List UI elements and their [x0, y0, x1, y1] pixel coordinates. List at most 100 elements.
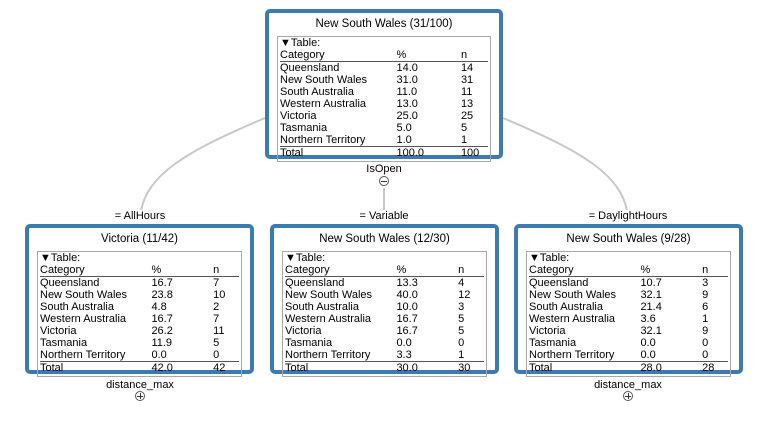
- cell-category: Western Australia: [40, 313, 127, 325]
- header-percent: %: [151, 264, 214, 277]
- table-row: Northern Territory 3.3 1: [285, 349, 484, 362]
- split-variable-label: IsOpen: [354, 163, 414, 176]
- cell-n: 0: [458, 337, 465, 349]
- cell-n: 10: [213, 289, 226, 301]
- child-node-daylighthours[interactable]: New South Wales (9/28) ▼Table: Category …: [514, 224, 743, 377]
- cell-total-percent: 28.0: [640, 361, 703, 374]
- cell-total-percent: 30.0: [396, 361, 459, 374]
- table-row: Western Australia 16.7 5: [285, 313, 484, 325]
- cell-n: 7: [213, 277, 220, 289]
- cell-n: 5: [460, 122, 468, 134]
- node-title: New South Wales (12/30): [319, 233, 450, 245]
- category-table: Category % n Queensland 14.0 14 New South …: [280, 49, 488, 159]
- table-row: Western Australia 16.7 7: [40, 313, 239, 325]
- cell-category: Western Australia: [285, 313, 372, 325]
- table-row: Western Australia 13.0 13: [280, 98, 488, 110]
- cell-percent: 25.0: [396, 110, 418, 122]
- root-node[interactable]: New South Wales (31/100) ▼Table: Categor…: [265, 9, 503, 162]
- cell-category: New South Wales: [529, 289, 617, 301]
- cell-category: New South Wales: [40, 289, 128, 301]
- cell-percent: 3.6: [640, 313, 656, 325]
- table-row: New South Wales 31.0 31: [280, 74, 488, 86]
- node-title: New South Wales (31/100): [315, 18, 453, 30]
- cell-percent: 16.7: [151, 313, 173, 325]
- cell-percent: 0.0: [151, 349, 167, 361]
- cell-percent: 0.0: [640, 349, 656, 361]
- table-toggle[interactable]: ▼Table:: [529, 252, 570, 264]
- cell-category: South Australia: [280, 86, 354, 98]
- node-title: New South Wales (9/28): [566, 233, 691, 245]
- header-n: n: [460, 49, 488, 62]
- cell-n: 5: [458, 325, 465, 337]
- child-node-allhours[interactable]: Victoria (11/42) ▼Table: Category % n Qu…: [25, 224, 254, 377]
- table-row: South Australia 4.8 2: [40, 301, 239, 313]
- table-toggle[interactable]: ▼Table:: [285, 252, 326, 264]
- cell-n: 12: [458, 289, 471, 301]
- header-category: Category: [280, 49, 397, 62]
- header-n: n: [213, 264, 239, 277]
- cell-percent: 16.7: [151, 277, 173, 289]
- table-row: New South Wales 40.0 12: [285, 289, 484, 301]
- table-row: Victoria 26.2 11: [40, 325, 239, 337]
- cell-total-n: 42: [213, 361, 239, 374]
- cell-n: 1: [458, 349, 465, 361]
- cell-total-n: 28: [702, 361, 728, 374]
- cell-n: 11: [213, 325, 225, 337]
- table-header-row: Category % n: [280, 49, 488, 62]
- edge-daylighthours: [502, 117, 629, 223]
- cell-n: 6: [702, 301, 709, 313]
- table-row: Northern Territory 1.0 1: [280, 134, 488, 147]
- header-category: Category: [40, 264, 152, 277]
- cell-category: Queensland: [285, 277, 345, 289]
- cell-n: 9: [702, 289, 709, 301]
- header-category: Category: [285, 264, 397, 277]
- cell-total-n: 100: [460, 146, 488, 159]
- table-row: Tasmania 11.9 5: [40, 337, 239, 349]
- table-row: South Australia 10.0 3: [285, 301, 484, 313]
- node-table: ▼Table: Category % n Queensland 16.7 7 New…: [37, 251, 242, 377]
- cell-percent: 40.0: [396, 289, 418, 301]
- cell-category: Victoria: [280, 110, 317, 122]
- category-table: Category % n Queensland 16.7 7 New South W…: [40, 264, 239, 374]
- child-node-variable[interactable]: New South Wales (12/30) ▼Table: Category…: [270, 224, 499, 377]
- cell-category: Northern Territory: [529, 349, 615, 361]
- table-header-row: Category % n: [529, 264, 728, 277]
- cell-category: Tasmania: [529, 337, 577, 349]
- edge-label-allhours: = AllHours: [90, 210, 190, 223]
- cell-percent: 10.7: [640, 277, 662, 289]
- cell-n: 13: [460, 98, 474, 110]
- table-toggle[interactable]: ▼Table:: [40, 252, 81, 264]
- expand-icon-daylighthours[interactable]: [623, 391, 633, 401]
- cell-total-label: Total: [529, 361, 641, 374]
- cell-percent: 11.9: [151, 337, 173, 349]
- cell-category: Queensland: [529, 277, 589, 289]
- collapse-icon[interactable]: [379, 176, 389, 186]
- expand-icon-allhours[interactable]: [135, 391, 145, 401]
- split-variable-label-allhours: distance_max: [90, 379, 190, 392]
- header-n: n: [458, 264, 484, 277]
- cell-percent: 0.0: [640, 337, 656, 349]
- cell-n: 31: [460, 74, 474, 86]
- cell-category: Northern Territory: [280, 134, 366, 146]
- cell-percent: 13.0: [396, 98, 418, 110]
- table-row: Western Australia 3.6 1: [529, 313, 728, 325]
- node-table: ▼Table: Category % n Queensland 10.7 3 New…: [526, 251, 731, 377]
- table-row: Queensland 10.7 3: [529, 277, 728, 290]
- table-toggle[interactable]: ▼Table:: [280, 37, 321, 49]
- cell-category: New South Wales: [285, 289, 373, 301]
- cell-percent: 3.3: [396, 349, 412, 361]
- table-total-row: Total 28.0 28: [529, 361, 728, 374]
- cell-category: Queensland: [40, 277, 100, 289]
- table-header-row: Category % n: [40, 264, 239, 277]
- table-row: Tasmania 0.0 0: [285, 337, 484, 349]
- header-n: n: [702, 264, 728, 277]
- cell-n: 5: [458, 313, 465, 325]
- header-percent: %: [640, 264, 703, 277]
- cell-category: Tasmania: [40, 337, 88, 349]
- cell-category: South Australia: [285, 301, 359, 313]
- cell-n: 7: [213, 313, 220, 325]
- cell-percent: 10.0: [396, 301, 418, 313]
- table-total-row: Total 100.0 100: [280, 146, 488, 159]
- header-percent: %: [396, 49, 461, 62]
- split-variable-label-daylighthours: distance_max: [578, 379, 678, 392]
